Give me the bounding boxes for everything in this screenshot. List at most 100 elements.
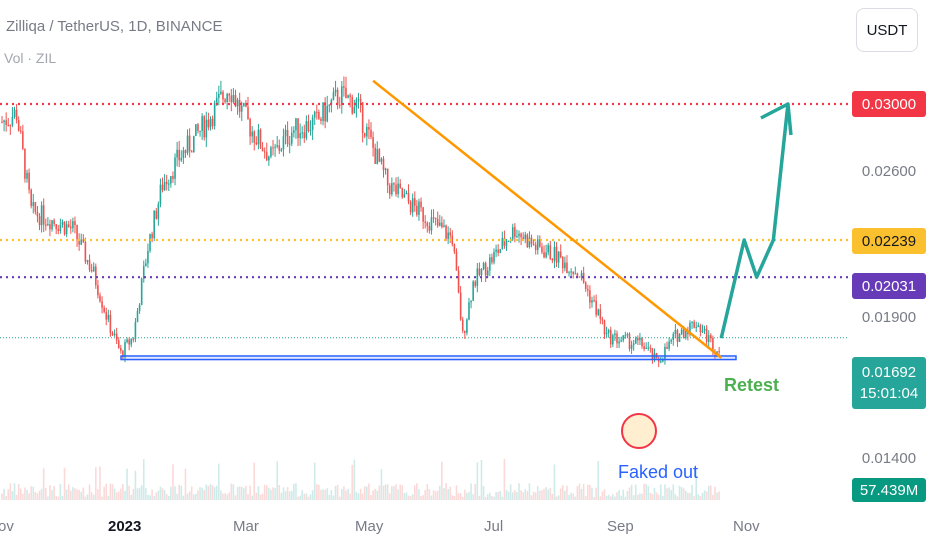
volume-bar: [672, 484, 675, 500]
volume-bar: [493, 496, 495, 500]
volume-bar: [628, 487, 631, 500]
volume-bar: [361, 493, 364, 500]
volume-bar: [511, 492, 514, 500]
volume-bar: [411, 494, 414, 500]
candle-body: [159, 184, 162, 205]
volume-bar: [57, 496, 60, 500]
candle-body: [368, 126, 370, 130]
candle-body: [647, 347, 650, 349]
candle-body: [363, 132, 366, 137]
candle-body: [393, 183, 395, 185]
volume-bar: [295, 483, 297, 500]
bar-countdown: 15:01:04: [859, 385, 919, 402]
volume-bar: [614, 496, 616, 500]
candle-body: [622, 335, 625, 341]
candle-body: [626, 333, 629, 336]
volume-bar: [568, 494, 570, 500]
candle-body: [167, 183, 170, 185]
candle-body: [549, 245, 552, 260]
volume-bar: [668, 487, 670, 500]
candle-body: [564, 262, 566, 269]
candle-body: [418, 201, 420, 215]
volume-bar: [447, 488, 449, 500]
volume-bar: [188, 491, 191, 500]
volume-bar: [155, 492, 158, 500]
volume-bar: [664, 484, 666, 500]
candle-body: [295, 118, 297, 131]
volume-bar: [259, 494, 262, 500]
candle-body: [213, 102, 216, 127]
volume-bar: [612, 494, 614, 500]
candle-body: [641, 337, 643, 347]
volume-bar: [270, 489, 272, 500]
candle-body: [76, 225, 78, 240]
volume-bar: [49, 485, 51, 500]
volume-bar: [699, 496, 702, 500]
candle-body: [53, 220, 55, 225]
candle-body: [499, 248, 502, 254]
volume-bar: [328, 495, 331, 500]
volume-bar: [497, 492, 499, 500]
candle-body: [7, 124, 10, 126]
volume-bar: [587, 484, 589, 500]
candle-body: [24, 148, 26, 179]
candle-body: [3, 120, 5, 123]
volume-bar: [712, 494, 714, 500]
candle-body: [182, 150, 185, 158]
candle-body: [36, 211, 39, 217]
volume-bar: [432, 490, 435, 500]
candle-body: [388, 185, 391, 195]
candle-body: [601, 319, 604, 321]
candle-body: [557, 251, 560, 263]
candle-body: [186, 135, 189, 153]
candle-body: [115, 333, 118, 341]
volume-bar: [109, 483, 112, 500]
candle-body: [5, 120, 7, 125]
volume-bar: [203, 489, 206, 500]
volume-bar: [501, 496, 504, 500]
candle-body: [620, 340, 622, 342]
candle-body: [478, 268, 481, 276]
volume-bar: [95, 467, 97, 500]
volume-bar: [368, 483, 370, 500]
candle-body: [712, 338, 714, 352]
candle-body: [155, 210, 158, 219]
volume-bar: [34, 491, 37, 500]
volume-bar: [345, 490, 347, 500]
volume-bar: [224, 493, 226, 500]
candle-body: [593, 300, 595, 302]
candle-body: [57, 228, 60, 232]
candle-body: [326, 105, 329, 122]
candle-body: [605, 332, 608, 335]
candle-body: [245, 102, 247, 107]
volume-bar: [184, 468, 187, 500]
volume-bar: [97, 489, 99, 500]
candle-body: [188, 135, 191, 152]
volume-bar: [366, 486, 368, 500]
currency-button[interactable]: USDT: [856, 8, 918, 52]
volume-bar: [484, 496, 487, 500]
candle-body: [674, 329, 677, 334]
volume-bar: [30, 486, 32, 500]
candle-body: [74, 221, 76, 226]
current-price-value: 0.01692: [861, 364, 917, 381]
volume-bar: [553, 464, 556, 500]
volume-bar: [301, 490, 304, 500]
candle-body: [47, 224, 49, 226]
candle-body: [40, 205, 43, 226]
volume-bar: [9, 483, 12, 500]
volume-bar: [701, 492, 704, 500]
candle-body: [705, 328, 708, 343]
candle-body: [516, 236, 518, 238]
volume-bar: [370, 494, 372, 500]
candle-body: [353, 107, 356, 114]
volume-bar: [695, 469, 698, 500]
volume-bar: [42, 468, 45, 500]
candle-body: [476, 268, 479, 286]
candle-body: [19, 130, 22, 132]
candle-body: [138, 305, 141, 312]
volume-bar: [630, 484, 633, 500]
candle-body: [134, 322, 137, 340]
volume-bar: [551, 493, 554, 500]
